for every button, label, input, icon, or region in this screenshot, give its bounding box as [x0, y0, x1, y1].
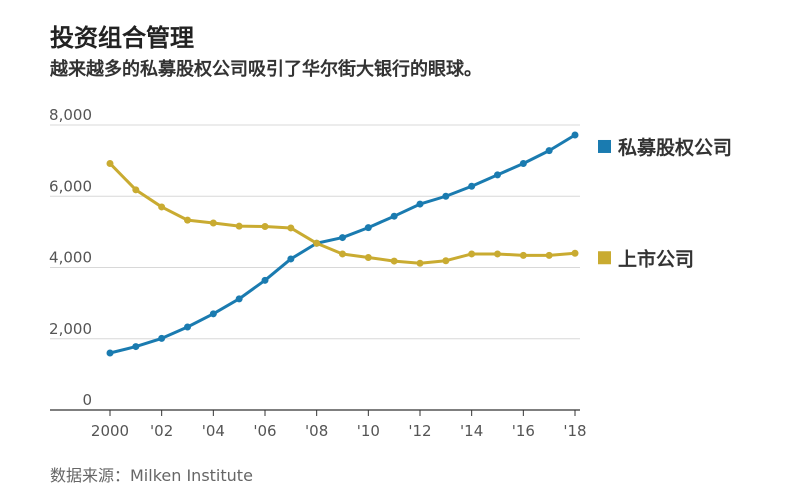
data-point	[442, 257, 450, 265]
data-point	[416, 259, 424, 267]
data-point	[519, 159, 527, 167]
legend-swatch	[598, 139, 611, 153]
data-source: 数据来源：Milken Institute	[50, 466, 253, 485]
series-lines	[106, 131, 579, 357]
data-point	[313, 239, 321, 247]
series-line	[109, 133, 576, 355]
legend-swatch	[598, 251, 611, 265]
data-point	[158, 334, 166, 342]
x-tick-label: '06	[253, 422, 276, 440]
data-point	[209, 310, 217, 318]
chart-subtitle: 越来越多的私募股权公司吸引了华尔街大银行的眼球。	[50, 59, 482, 80]
data-point	[287, 255, 295, 263]
chart-title: 投资组合管理	[50, 24, 194, 52]
data-point	[571, 249, 579, 257]
data-point	[209, 219, 217, 227]
x-tick-label: '16	[512, 422, 535, 440]
data-point	[545, 251, 553, 259]
grid-lines	[50, 124, 580, 340]
data-point	[468, 250, 476, 258]
data-point	[261, 223, 269, 231]
x-tick-label: 2000	[91, 422, 129, 440]
data-point	[235, 295, 243, 303]
data-point	[494, 250, 501, 258]
data-point	[184, 323, 191, 331]
series-line	[108, 162, 576, 265]
x-tick-label: '10	[357, 422, 380, 440]
y-tick-label: 4,000	[49, 249, 92, 267]
data-point	[235, 222, 243, 230]
x-tick-label: '14	[460, 422, 483, 440]
data-point	[442, 192, 450, 200]
data-point	[468, 182, 476, 190]
x-tick-label: '04	[202, 422, 225, 440]
data-point	[416, 200, 424, 208]
legend-label: 私募股权公司	[618, 136, 732, 159]
x-tick-label: '12	[408, 422, 431, 440]
data-point	[132, 186, 140, 194]
data-point	[364, 224, 372, 232]
data-point	[158, 203, 166, 211]
y-tick-label: 8,000	[49, 106, 92, 124]
data-point	[106, 159, 114, 167]
x-axis: 2000 '02 '04 '06 '08 '10 '12 '14 '16 '18	[50, 409, 587, 440]
data-point	[132, 343, 140, 351]
x-tick-label: '08	[305, 422, 328, 440]
data-point	[571, 131, 579, 139]
data-point	[545, 147, 553, 155]
data-point	[494, 171, 501, 179]
y-tick-label: 6,000	[49, 177, 92, 195]
x-tick-label: '02	[150, 422, 173, 440]
data-point	[106, 349, 114, 357]
data-point	[390, 257, 398, 265]
y-axis-ticks: 0 2,000 4,000 6,000 8,000	[49, 106, 92, 409]
data-point	[390, 212, 398, 220]
data-point	[364, 254, 372, 262]
data-point	[519, 251, 527, 259]
data-point	[184, 216, 191, 224]
x-tick-label: '18	[563, 422, 586, 440]
y-tick-label: 0	[82, 391, 92, 409]
data-point	[287, 224, 295, 232]
data-point	[339, 250, 346, 258]
y-tick-label: 2,000	[49, 320, 92, 338]
data-point	[339, 234, 346, 242]
legend-label: 上市公司	[618, 247, 694, 270]
data-point	[261, 276, 269, 284]
